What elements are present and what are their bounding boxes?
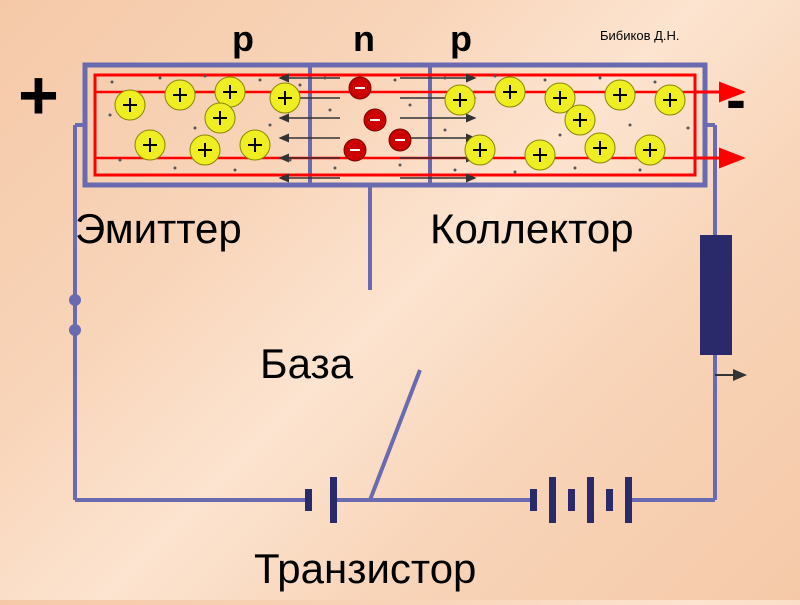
- label-base: База: [260, 340, 353, 388]
- label-plus: +: [18, 55, 59, 135]
- attribution: Бибиков Д.Н.: [600, 28, 680, 43]
- label-collector: Коллектор: [430, 205, 634, 253]
- label-minus: -: [726, 65, 746, 134]
- label-p-right: p: [450, 18, 472, 60]
- label-p-left: p: [232, 18, 254, 60]
- label-emitter: Эмиттер: [75, 205, 242, 253]
- label-title: Транзистор: [254, 545, 476, 593]
- transistor-diagram: [0, 0, 800, 600]
- label-n: n: [353, 18, 375, 60]
